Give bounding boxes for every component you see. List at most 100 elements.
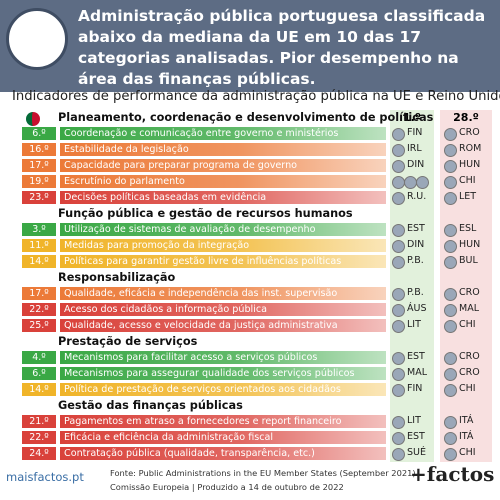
- flag: [444, 144, 457, 157]
- best-country: P.B.: [407, 255, 424, 266]
- worst-country: HUN: [459, 159, 481, 170]
- source: Fonte: Public Administrations in the EU …: [110, 468, 419, 478]
- flag: [444, 128, 457, 141]
- indicator: Pagamentos em atraso a fornecedores e re…: [60, 415, 386, 428]
- indicator: Qualidade, eficácia e independência das …: [60, 287, 386, 300]
- flag: [392, 352, 405, 365]
- best-country: FIN: [407, 383, 423, 394]
- best-country: EST: [407, 223, 425, 234]
- best-country: P.B.: [407, 287, 424, 298]
- title: Administração pública portuguesa classif…: [78, 7, 486, 88]
- logo: +factos: [410, 462, 495, 486]
- worst-country: ITÁ: [459, 415, 474, 426]
- site[interactable]: maisfactos.pt: [6, 470, 84, 484]
- flag: [392, 432, 405, 445]
- flag: [392, 160, 405, 173]
- rank: 17.º: [22, 287, 56, 300]
- credit: Comissão Europeia | Produzido a 14 de ou…: [110, 482, 344, 492]
- worst-country: CRO: [459, 351, 480, 362]
- best-country: IRL: [407, 143, 422, 154]
- best-country: EST: [407, 351, 425, 362]
- section-title: Prestação de serviços: [58, 335, 198, 348]
- worst-country: MAL: [459, 303, 479, 314]
- rank: 25.º: [22, 319, 56, 332]
- flag: [392, 384, 405, 397]
- worst-country: CHI: [459, 175, 476, 186]
- icon: [6, 8, 68, 70]
- flag: [444, 192, 457, 205]
- rank: 16.º: [22, 143, 56, 156]
- indicator: Decisões políticas baseadas em evidência: [60, 191, 386, 204]
- indicator: Eficácia e eficiência da administração f…: [60, 431, 386, 444]
- worst-country: BUL: [459, 255, 478, 266]
- worst-country: ESL: [459, 223, 477, 234]
- section-title: Planeamento, coordenação e desenvolvimen…: [58, 111, 434, 124]
- indicator: Políticas para garantir gestão livre de …: [60, 255, 386, 268]
- worst-country: CHI: [459, 447, 476, 458]
- flag: [392, 224, 405, 237]
- rank: 17.º: [22, 159, 56, 172]
- flag: [444, 256, 457, 269]
- best-country: DIN: [407, 159, 425, 170]
- indicator: Medidas para promoção da integração: [60, 239, 386, 252]
- worst-country: CRO: [459, 287, 480, 298]
- indicator: Estabilidade da legislação: [60, 143, 386, 156]
- flag: [444, 432, 457, 445]
- flag: [392, 368, 405, 381]
- flag: [416, 176, 429, 189]
- column-header: 28.º: [453, 111, 479, 124]
- indicator: Mecanismos para assegurar qualidade dos …: [60, 367, 386, 380]
- indicator: Qualidade, acesso e velocidade da justiç…: [60, 319, 386, 332]
- best-country: SUÉ: [407, 447, 426, 458]
- header-band: [0, 0, 500, 92]
- worst-country: CRO: [459, 367, 480, 378]
- best-country: FIN: [407, 127, 423, 138]
- rank: 21.º: [22, 415, 56, 428]
- section-title: Função pública e gestão de recursos huma…: [58, 207, 353, 220]
- flag: [392, 240, 405, 253]
- best-country: LIT: [407, 319, 421, 330]
- section-title: Responsabilização: [58, 271, 176, 284]
- flag: [444, 224, 457, 237]
- flag: [392, 192, 405, 205]
- flag: [444, 288, 457, 301]
- flag: [392, 320, 405, 333]
- best-country: EST: [407, 431, 425, 442]
- section-title: Gestão das finanças públicas: [58, 399, 243, 412]
- rank: 19.º: [22, 175, 56, 188]
- best-country: MAL: [407, 367, 427, 378]
- indicator: Coordenação e comunicação entre governo …: [60, 127, 386, 140]
- best-country: R.U.: [407, 191, 427, 202]
- flag: [444, 304, 457, 317]
- flag: [444, 448, 457, 461]
- indicator: Utilização de sistemas de avaliação de d…: [60, 223, 386, 236]
- indicator: Política de prestação de serviços orient…: [60, 383, 386, 396]
- flag-portugal: [26, 112, 40, 126]
- flag: [392, 416, 405, 429]
- rank: 4.º: [22, 351, 56, 364]
- flag: [392, 304, 405, 317]
- worst-country: ITÁ: [459, 431, 474, 442]
- rank: 14.º: [22, 383, 56, 396]
- flag: [444, 368, 457, 381]
- worst-country: HUN: [459, 239, 481, 250]
- rank: 24.º: [22, 447, 56, 460]
- indicator: Escrutínio do parlamento: [60, 175, 386, 188]
- rank: 22.º: [22, 303, 56, 316]
- indicator: Mecanismos para facilitar acesso a servi…: [60, 351, 386, 364]
- indicator: Acesso dos cidadãos a informação pública: [60, 303, 386, 316]
- flag: [392, 288, 405, 301]
- worst-country: ROM: [459, 143, 482, 154]
- rank: 23.º: [22, 191, 56, 204]
- flag: [444, 160, 457, 173]
- rank: 6.º: [22, 127, 56, 140]
- best-country: DIN: [407, 239, 425, 250]
- flag: [444, 176, 457, 189]
- flag: [444, 416, 457, 429]
- rank: 3.º: [22, 223, 56, 236]
- subtitle: Indicadores de performance da administra…: [12, 89, 500, 104]
- flag: [444, 352, 457, 365]
- flag: [392, 448, 405, 461]
- worst-country: CRO: [459, 127, 480, 138]
- flag: [444, 320, 457, 333]
